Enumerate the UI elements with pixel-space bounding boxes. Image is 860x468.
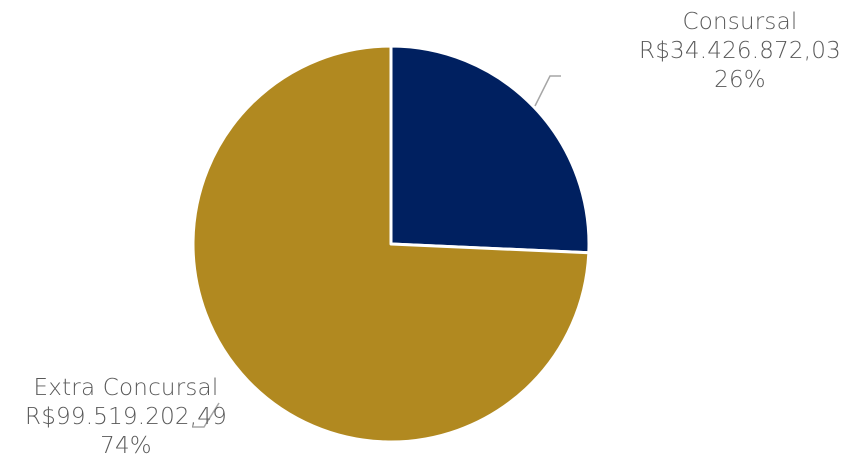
slice-label-consursal: Consursal [682, 9, 798, 35]
pie-slices [191, 44, 591, 444]
pie-slice-extra-concursal [191, 44, 591, 444]
data-label-extra-concursal: Extra Concursal R$99.519.202,49 74% [4, 374, 248, 461]
slice-percent-extra-concursal: 74% [100, 433, 152, 459]
slice-percent-consursal: 26% [714, 67, 766, 93]
leader-lines [192, 75, 561, 428]
leader-line-extra-concursal [192, 402, 220, 428]
data-label-consursal: Consursal R$34.426.872,03 26% [632, 8, 848, 95]
slice-label-extra-concursal: Extra Concursal [33, 375, 219, 401]
slice-value-extra-concursal: R$99.519.202,49 [25, 404, 227, 430]
slice-value-consursal: R$34.426.872,03 [639, 38, 841, 64]
leader-line-consursal [534, 75, 561, 107]
pie-slice-consursal [389, 44, 591, 255]
